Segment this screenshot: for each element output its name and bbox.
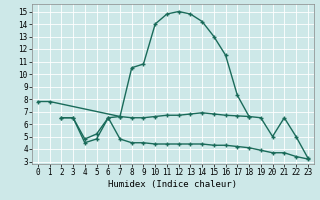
X-axis label: Humidex (Indice chaleur): Humidex (Indice chaleur) — [108, 180, 237, 189]
